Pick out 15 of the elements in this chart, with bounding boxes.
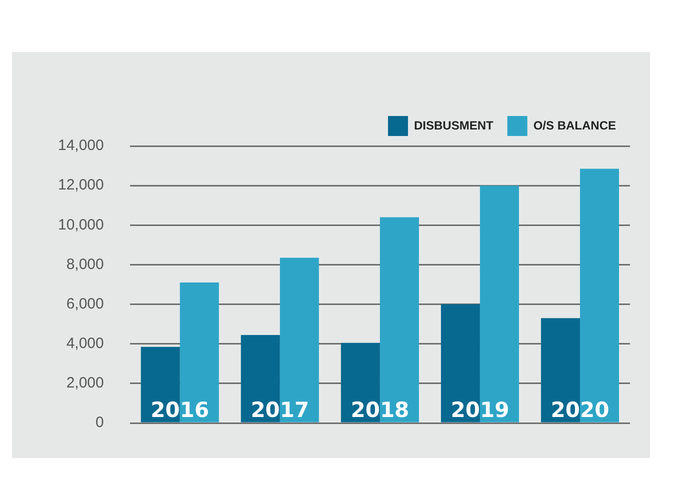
x-tick-label: 2018 <box>350 398 410 422</box>
y-tick-label: 2,000 <box>66 374 104 392</box>
x-tick-label: 2020 <box>550 398 610 422</box>
x-tick-label: 2017 <box>250 398 310 422</box>
y-tick-label: 6,000 <box>66 295 104 312</box>
y-tick-label: 14,000 <box>58 137 104 154</box>
x-tick-label: 2019 <box>450 398 510 422</box>
x-tick-label: 2016 <box>150 398 210 422</box>
y-tick-label: 0 <box>96 414 104 432</box>
y-tick-label: 4,000 <box>66 335 104 352</box>
legend-label: O/S BALANCE <box>533 118 616 132</box>
y-tick-label: 8,000 <box>66 256 104 273</box>
y-tick-label: 10,000 <box>58 216 104 234</box>
y-tick-label: 12,000 <box>58 176 104 194</box>
legend-label: DISBUSMENT <box>414 118 494 132</box>
